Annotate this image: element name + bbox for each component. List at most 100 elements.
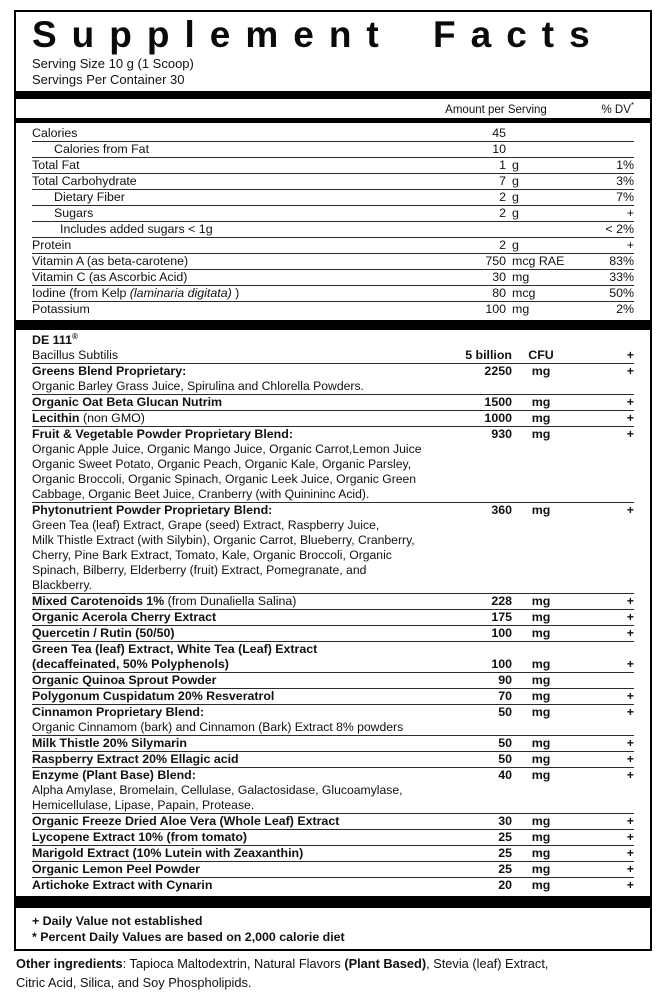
ingredient-name: Milk Thistle 20% Silymarin: [32, 736, 428, 751]
ingredient-name: Greens Blend Proprietary:: [32, 364, 428, 379]
nutrition-rows: Calories 45 Calories from Fat 10 Total Fat 1 g…: [32, 126, 634, 317]
nutrient-name: Sugars: [32, 206, 422, 221]
ingredient-item: Phytonutrient Powder Proprietary Blend: 3…: [32, 503, 634, 594]
amount-value: [422, 222, 506, 237]
dv-value: +: [626, 609, 634, 624]
amount-unit: mg: [531, 593, 551, 608]
dv-value: +: [626, 410, 634, 425]
amount-unit: [512, 642, 570, 657]
text-run: Enzyme (Plant Base) Blend:: [32, 767, 196, 782]
amount-unit: mg: [531, 688, 551, 703]
nutrient-name: Calories from Fat: [32, 142, 422, 157]
amount-value: 50: [498, 751, 512, 766]
ingredient-description-line: Organic Barley Grass Juice, Spirulina an…: [32, 378, 364, 393]
ingredient-line: Raspberry Extract 20% Ellagic acid 50 mg +: [32, 752, 634, 767]
amount-value: 100: [491, 656, 512, 671]
nutrient-row: Potassium 100 mg 2%: [32, 302, 634, 317]
ingredient-item: Milk Thistle 20% Silymarin 50 mg +: [32, 736, 634, 752]
ingredient-name: Mixed Carotenoids 1% (from Dunaliella Sa…: [32, 594, 428, 609]
text-run: % DV: [601, 103, 631, 116]
ingredient-name: Organic Oat Beta Glucan Nutrim: [32, 395, 428, 410]
text-run: ®: [71, 331, 78, 341]
serving-size: Serving Size 10 g (1 Scoop): [32, 55, 194, 71]
dv-value: +: [626, 861, 634, 876]
dv-value: +: [626, 502, 634, 517]
text-run: , Stevia (leaf) Extract,: [426, 955, 549, 971]
dv-value: +: [626, 625, 634, 640]
text-run: Vitamin A (as beta-carotene): [32, 253, 189, 268]
amount-value: 45: [492, 125, 506, 140]
ingredient-line: Greens Blend Proprietary: 2250 mg +: [32, 364, 634, 379]
ingredient-item: Organic Oat Beta Glucan Nutrim 1500 mg +: [32, 395, 634, 411]
dv-value: [570, 142, 634, 157]
text-run: DE 111: [32, 332, 72, 347]
text-run: Protein: [32, 237, 72, 252]
dv-value: +: [626, 593, 634, 608]
ingredient-name: Cinnamon Proprietary Blend:: [32, 705, 428, 720]
text-run: Green Tea (leaf) Extract, White Tea (Lea…: [32, 641, 318, 656]
amount-value: 90: [498, 672, 512, 687]
amount-value: 25: [498, 861, 512, 876]
dv-value: [570, 642, 634, 657]
ingredient-line: Lecithin (non GMO) 1000 mg +: [32, 411, 634, 426]
dv-value: 33%: [609, 269, 634, 284]
servings-per-container: Servings Per Container 30: [32, 71, 185, 87]
text-run: Polygonum Cuspidatum 20% Resveratrol: [32, 688, 275, 703]
amount-value: 7: [499, 173, 506, 188]
dv-value: < 2%: [605, 221, 634, 236]
nutrient-name: Vitamin A (as beta-carotene): [32, 254, 422, 269]
text-run: *: [630, 101, 634, 111]
text-run: Vitamin C (as Ascorbic Acid): [32, 269, 188, 284]
amount-value: 25: [498, 829, 512, 844]
dv-value: +: [626, 767, 634, 782]
text-run: Total Carbohydrate: [32, 173, 137, 188]
nutrient-name: Potassium: [32, 302, 422, 317]
ingredient-item: Polygonum Cuspidatum 20% Resveratrol 70 mg…: [32, 689, 634, 705]
dv-value: +: [626, 426, 634, 441]
other-ingredients: Other ingredients: Tapioca Maltodextrin,…: [14, 951, 652, 992]
dv-value: [570, 333, 634, 348]
footnotes: + Daily Value not established * Percent …: [32, 911, 634, 946]
nutrient-name: Vitamin C (as Ascorbic Acid): [32, 270, 422, 285]
nutrient-name: Calories: [32, 126, 422, 141]
amount-value: 40: [498, 767, 512, 782]
text-run: : Tapioca Maltodextrin, Natural Flavors: [122, 955, 345, 971]
text-run: Quercetin / Rutin (50/50): [32, 625, 175, 640]
amount-value: 228: [491, 593, 512, 608]
dv-value: +: [626, 205, 634, 220]
amount-unit: g: [512, 189, 519, 204]
amount-unit: [506, 142, 570, 157]
text-run: Iodine (from Kelp: [32, 285, 130, 300]
nutrient-name: Total Fat: [32, 158, 422, 173]
amount-unit: mg: [531, 704, 551, 719]
text-run: Marigold Extract (10% Lutein with Zeaxan…: [32, 845, 304, 860]
ingredient-name: Raspberry Extract 20% Ellagic acid: [32, 752, 428, 767]
amount-unit: mg: [531, 410, 551, 425]
ingredient-name: Lecithin (non GMO): [32, 411, 428, 426]
ingredient-item: Lycopene Extract 10% (from tomato) 25 mg +: [32, 830, 634, 846]
text-run: Raspberry Extract 20% Ellagic acid: [32, 751, 239, 766]
text-run: Dietary Fiber: [54, 189, 125, 204]
dv-value: 2%: [616, 301, 634, 316]
nutrient-name: Includes added sugars < 1g: [32, 222, 422, 237]
ingredient-line: Organic Freeze Dried Aloe Vera (Whole Le…: [32, 814, 634, 829]
text-run: Lecithin: [32, 410, 80, 425]
amount-value: 750: [485, 253, 506, 268]
amount-value: 20: [498, 877, 512, 892]
ingredient-item: DE 111® Bacillus Subtilis 5 billion CFU +: [32, 331, 634, 364]
ingredient-item: Organic Freeze Dried Aloe Vera (Whole Le…: [32, 814, 634, 830]
nutrient-row: Calories from Fat 10: [32, 142, 634, 158]
amount-value: 100: [485, 301, 506, 316]
ingredient-name: Organic Acerola Cherry Extract: [32, 610, 428, 625]
ingredient-description-line: Cherry, Pine Bark Extract, Tomato, Kale,…: [32, 547, 392, 562]
amount-unit: mg: [531, 672, 551, 687]
ingredient-line: Mixed Carotenoids 1% (from Dunaliella Sa…: [32, 594, 634, 609]
amount-value: 2: [499, 237, 506, 252]
amount-unit: [506, 126, 570, 141]
text-run: Phytonutrient Powder Proprietary Blend:: [32, 502, 273, 517]
amount-unit: mg: [531, 656, 551, 671]
nutrient-row: Vitamin A (as beta-carotene) 750 mcg RAE 83…: [32, 254, 634, 270]
amount-unit: mg: [531, 767, 551, 782]
ingredient-item: Greens Blend Proprietary: 2250 mg + Organic …: [32, 364, 634, 395]
